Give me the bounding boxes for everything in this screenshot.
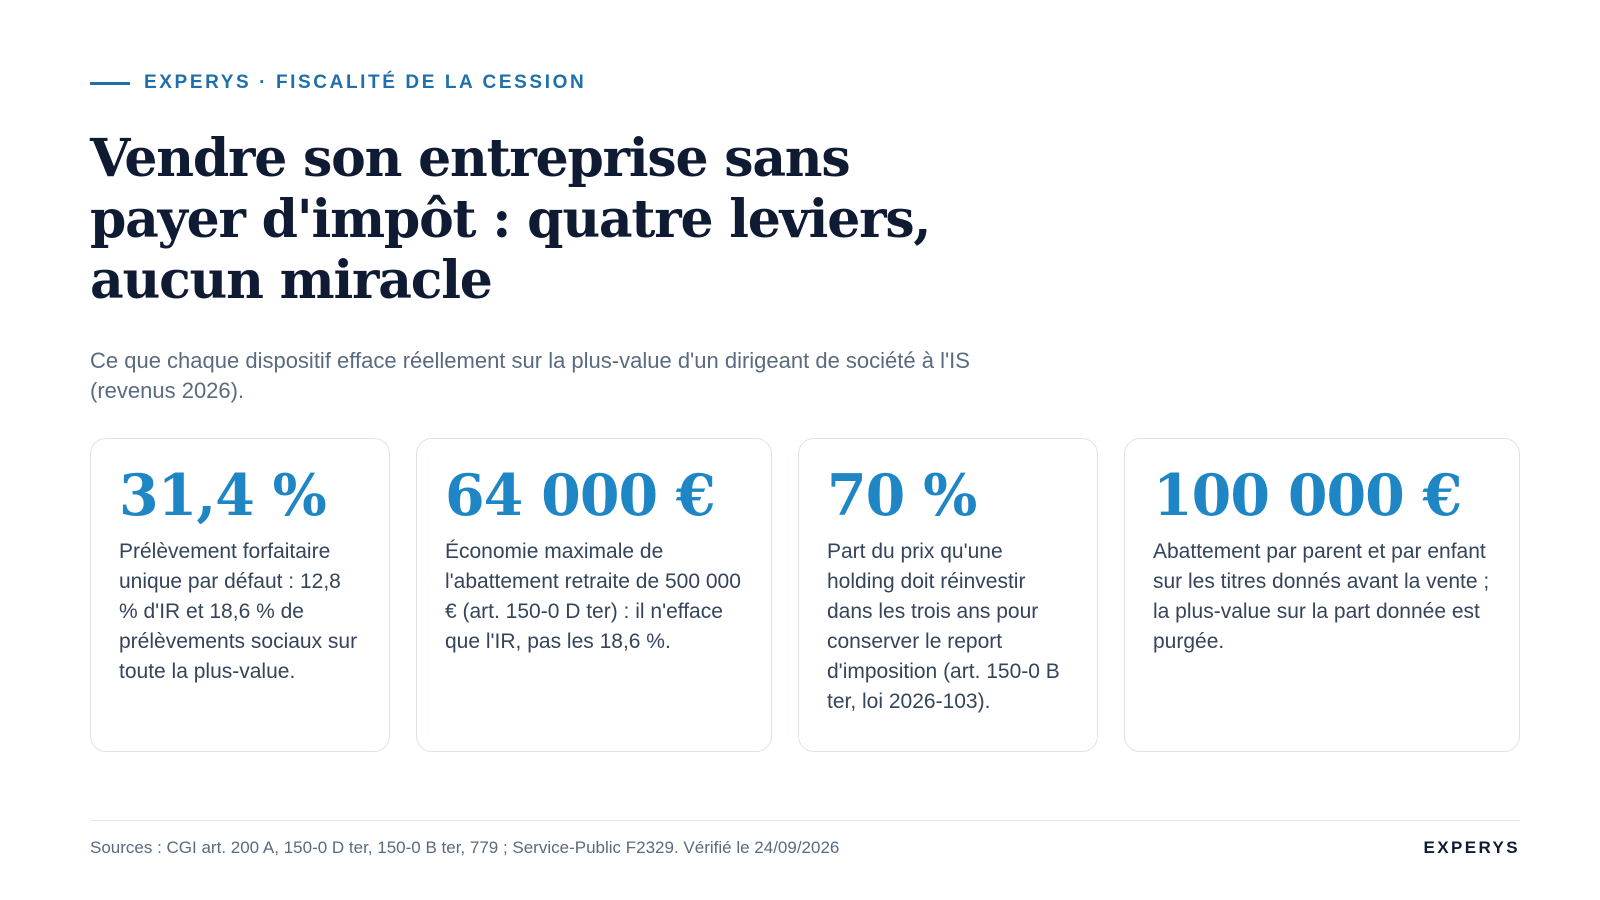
brand-wordmark: EXPERYS [1423,838,1520,857]
stat-card-holding-reinvestment: 70 % Part du prix qu'une holding doit ré… [798,438,1098,752]
footer-divider [90,820,1520,821]
stat-description: Prélèvement forfaitaire unique par défau… [119,540,358,683]
stat-value: 64 000 € [445,462,716,529]
eyebrow-label: EXPERYS · FISCALITÉ DE LA CESSION [144,72,587,93]
stat-value: 70 % [827,462,977,529]
eyebrow-rule [90,81,130,85]
sources-note: Sources : CGI art. 200 A, 150-0 D ter, 1… [90,838,840,857]
page: EXPERYS · FISCALITÉ DE LA CESSION Vendre… [90,0,1520,900]
page-subtitle: Ce que chaque dispositif efface réelleme… [90,348,970,403]
stat-value: 31,4 % [119,462,327,529]
stat-card-flat-tax: 31,4 % Prélèvement forfaitaire unique pa… [90,438,390,752]
stat-value: 100 000 € [1153,462,1462,529]
eyebrow: EXPERYS · FISCALITÉ DE LA CESSION [90,72,586,94]
stat-description: Part du prix qu'une holding doit réinves… [827,540,1060,713]
stat-description: Abattement par parent et par enfant sur … [1153,540,1490,653]
stat-card-retirement-allowance: 64 000 € Économie maximale de l'abatteme… [416,438,772,752]
stat-description: Économie maximale de l'abattement retrai… [445,540,741,653]
page-title: Vendre son entreprise sans payer d'impôt… [90,128,932,311]
stat-card-donation-allowance: 100 000 € Abattement par parent et par e… [1124,438,1520,752]
